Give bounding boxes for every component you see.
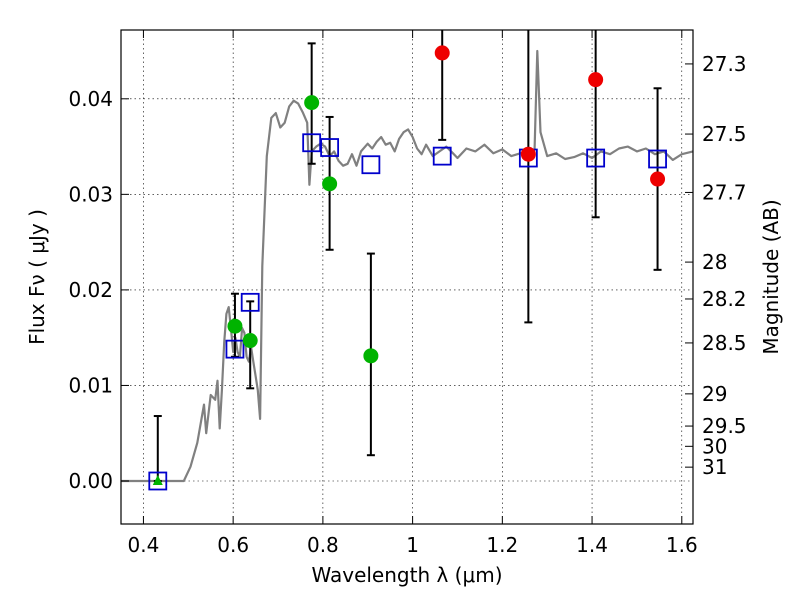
observed-point <box>242 333 258 349</box>
magnitude-tick-label: 28.2 <box>702 287 747 311</box>
model-point <box>302 133 322 153</box>
x-axis-ticks: 0.4 0.6 0.8 1 1.2 1.4 1.6 <box>128 30 698 557</box>
error-bars <box>153 30 662 483</box>
y-tick-label: 0.01 <box>68 373 113 397</box>
x-tick-label: 0.6 <box>217 533 249 557</box>
model-point <box>148 471 168 491</box>
observed-point <box>650 171 666 187</box>
y-tick-label: 0.00 <box>68 469 113 493</box>
magnitude-axis-label: Magnitude (AB) <box>759 199 783 354</box>
x-tick-label: 1.6 <box>666 533 698 557</box>
model-point <box>320 138 340 157</box>
y-tick-label: 0.02 <box>68 278 113 302</box>
observed-point <box>304 95 320 111</box>
x-axis-label: Wavelength λ (μm) <box>311 563 502 587</box>
model-point <box>648 149 667 169</box>
magnitude-tick-label: 29 <box>702 382 727 406</box>
observed-point <box>588 72 604 88</box>
magnitude-tick-label: 27.3 <box>702 52 747 76</box>
observed-point <box>434 45 450 61</box>
sed-curve-line <box>121 49 694 483</box>
sed-curve <box>121 49 694 483</box>
magnitude-tick-label: 27.5 <box>702 122 747 146</box>
upper-limit-point <box>152 475 163 486</box>
magnitude-tick-label: 31 <box>702 455 727 479</box>
model-point <box>432 146 452 166</box>
y-tick-label: 0.03 <box>68 182 113 206</box>
observed-point <box>363 348 379 364</box>
observed-point <box>322 176 338 192</box>
y-tick-label: 0.04 <box>68 87 113 111</box>
model-point <box>361 155 381 175</box>
y-axis-ticks: 0.00 0.01 0.02 0.03 0.04 <box>68 87 129 493</box>
observed-point <box>520 146 536 162</box>
grid-lines <box>121 30 693 524</box>
x-tick-label: 0.8 <box>307 533 339 557</box>
x-tick-label: 1 <box>406 533 419 557</box>
observed-points <box>152 45 666 486</box>
x-tick-label: 1.4 <box>576 533 608 557</box>
magnitude-tick-label: 28 <box>702 250 727 274</box>
magnitude-tick-label: 27.7 <box>702 180 747 204</box>
y-axis-label: Flux Fν ( μJy ) <box>25 209 49 345</box>
magnitude-tick-label: 29.5 <box>702 414 747 438</box>
magnitude-tick-label: 28.5 <box>702 331 747 355</box>
magnitude-tick-label: 30 <box>702 434 727 458</box>
x-tick-label: 1.2 <box>486 533 518 557</box>
model-point <box>240 292 260 312</box>
observed-point <box>227 318 243 334</box>
plot-frame <box>120 29 694 525</box>
model-point <box>586 148 606 168</box>
model-point <box>225 339 245 359</box>
x-tick-label: 0.4 <box>128 533 160 557</box>
